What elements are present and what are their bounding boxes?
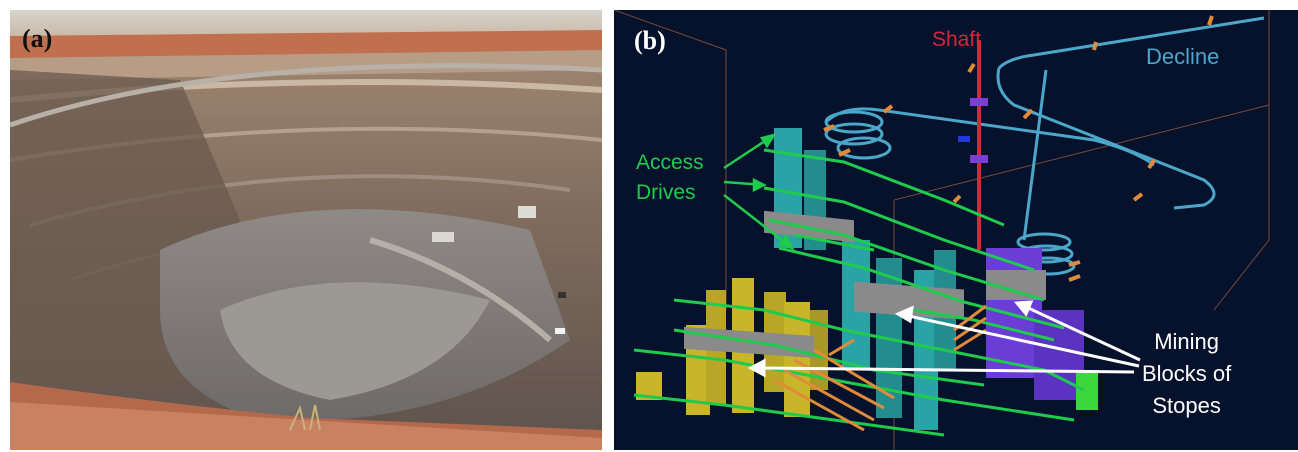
access-drives-label-line: Access [636, 151, 704, 174]
mining-blocks-label-line: Blocks of [1142, 361, 1232, 386]
open-pit-mine-photo [10, 10, 602, 450]
panel-b-label: (b) [634, 26, 666, 55]
shaft [958, 40, 988, 250]
decline-cross-cuts [823, 15, 1214, 282]
mining-blocks-pointers [747, 300, 1141, 378]
stope-cross-cuts [773, 304, 987, 432]
mine-design-render [614, 10, 1270, 450]
access-drives [633, 148, 1085, 437]
access-drives-label: Access Drives [636, 148, 704, 208]
open-pit-photo-panel: (a) [10, 10, 602, 450]
mining-blocks-label: Mining Blocks of Stopes [1142, 326, 1231, 422]
access-drives-label-line: Drives [636, 181, 696, 204]
decline-ramp [824, 16, 1265, 276]
mining-blocks-label-line: Stopes [1152, 393, 1221, 418]
mine-design-panel: (b) Shaft Decline Access Drives Mining B… [614, 10, 1298, 450]
panel-a-label: (a) [22, 24, 53, 53]
mining-blocks-label-line: Mining [1154, 329, 1220, 354]
access-drives-pointers [723, 133, 795, 251]
shaft-label: Shaft [932, 28, 982, 51]
decline-label: Decline [1146, 44, 1220, 69]
